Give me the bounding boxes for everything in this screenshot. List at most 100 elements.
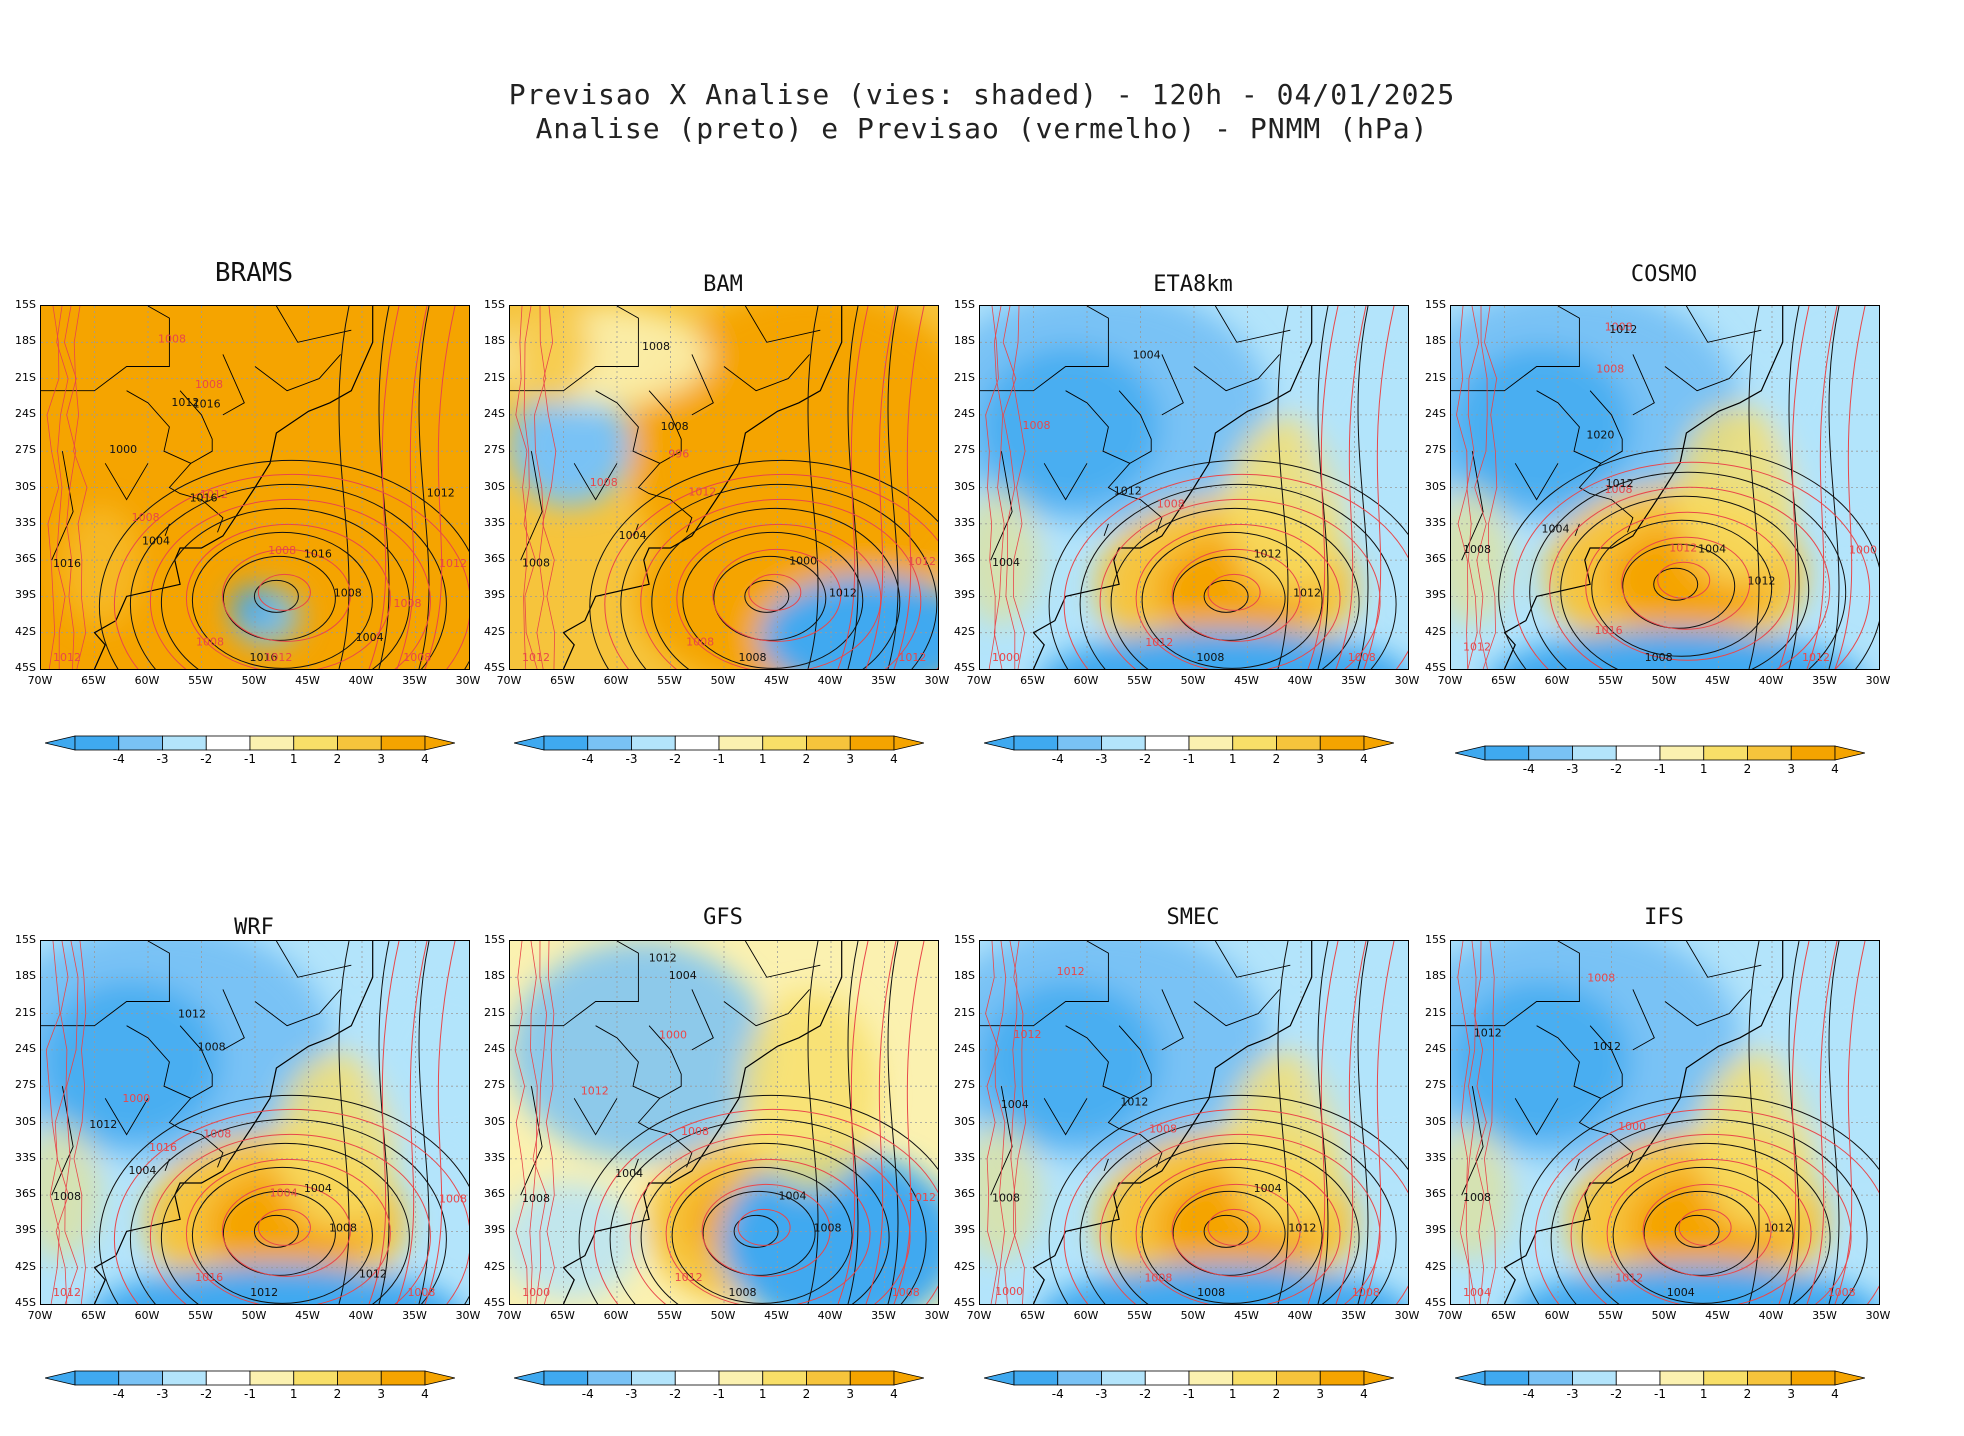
country-border <box>126 390 191 464</box>
colorbar-label: -3 <box>156 752 169 766</box>
colorbar-segment <box>1319 735 1365 751</box>
bias-blob <box>231 586 272 627</box>
lat-tick-label: 42S <box>1425 1259 1446 1273</box>
grid-lines <box>41 306 469 669</box>
contour-label: 1012 <box>250 1286 278 1299</box>
forecast-isobars <box>1456 306 1871 669</box>
colorbar-label: -2 <box>1610 762 1623 776</box>
lon-tick-label: 50W <box>241 674 267 687</box>
colorbar-segment <box>1101 1370 1146 1386</box>
contour-label: 1008 <box>522 556 550 569</box>
lat-tick-label: 24S <box>15 1041 36 1055</box>
map-svg-ifs: 1012 1012 1012 1008 1008 1008 1004 1000 1012 1004 <box>1451 941 1879 1304</box>
map-smec: 1012 1008 1012 1008 1008 1012 1008 1008 1004 1000… <box>979 940 1409 1305</box>
contour-label: 1004 <box>1254 1182 1282 1195</box>
colorbar-label: -1 <box>1654 762 1666 776</box>
lat-tick-label: 33S <box>484 515 505 529</box>
colorbar-label: -4 <box>581 752 594 766</box>
country-border <box>573 1098 618 1136</box>
colorbar-segment <box>249 735 295 751</box>
contour-label: 1008 <box>1157 497 1185 510</box>
colorbar-label: 2 <box>802 1387 811 1401</box>
country-border <box>520 1086 543 1196</box>
country-border <box>723 354 810 392</box>
coastline <box>562 306 843 669</box>
lat-tick-label: 18S <box>1425 969 1446 983</box>
lon-tick-label: 35W <box>1341 674 1366 687</box>
contour-label: 1012 <box>53 651 81 664</box>
lat-tick-label: 33S <box>954 1150 975 1164</box>
country-border <box>1043 463 1088 501</box>
contour-label: 1012 <box>1293 586 1321 599</box>
map-bam: 1012 1008 1008 1012 1008 1008 1008 1012 1008 1012… <box>509 305 939 670</box>
contour-label: 1004 <box>142 534 170 547</box>
coastline <box>562 941 843 1304</box>
colorbar-label: -4 <box>1051 752 1064 766</box>
bias-blob <box>980 981 1160 1141</box>
lat-tick-label: 33S <box>484 1150 505 1164</box>
contour-label: 1004 <box>304 1182 332 1195</box>
lat-tick-label: 45S <box>15 1296 36 1309</box>
lat-tick-label: 36S <box>1425 552 1446 566</box>
country-border <box>104 1098 149 1136</box>
lat-tick-label: 39S <box>484 588 505 602</box>
colorbar-label: -3 <box>625 1387 638 1401</box>
colorbar-segment <box>1703 745 1748 761</box>
contour-label: 1004 <box>1133 348 1161 361</box>
colorbar-segment <box>674 1370 720 1386</box>
colorbar-label: -3 <box>156 1387 169 1401</box>
lon-tick-label: 70W <box>966 1309 992 1322</box>
colorbar-arrow-left <box>984 1370 1015 1386</box>
colorbar-segment <box>1572 1370 1617 1386</box>
country-border <box>1103 1158 1109 1172</box>
analysis-isobars <box>1048 306 1408 669</box>
contour-label: 1012 <box>675 1271 703 1284</box>
lon-tick-label: 65W <box>1491 674 1516 687</box>
lon-tick-label: 45W <box>1234 674 1259 687</box>
contour-label: 1000 <box>522 1286 550 1299</box>
colorbar-segment <box>249 1370 295 1386</box>
panel-title-brams: BRAMS <box>214 258 294 288</box>
contour-label: 1008 <box>196 636 224 649</box>
bias-blob <box>510 306 590 406</box>
bias-blob <box>1451 981 1631 1141</box>
colorbar-segment <box>74 1370 120 1386</box>
colorbar-arrow-right <box>424 735 455 751</box>
lat-tick-label: 33S <box>1425 1150 1446 1164</box>
lat-tick-label: 39S <box>1425 1223 1446 1237</box>
colorbar-arrow-left <box>984 735 1015 751</box>
lon-tick-label: 45W <box>295 674 320 687</box>
contour-label: 1016 <box>249 651 277 664</box>
country-border <box>126 1025 191 1099</box>
lon-tick-label: 50W <box>710 1309 736 1322</box>
lat-tick-label: 24S <box>15 406 36 420</box>
contour-label: 1000 <box>1618 1120 1646 1133</box>
contour-label: 1008 <box>1023 419 1051 432</box>
contour-label: 1016 <box>193 397 221 410</box>
country-border <box>1664 989 1751 1027</box>
lat-tick-label: 42S <box>15 624 36 638</box>
contour-label: 1008 <box>1463 1191 1491 1204</box>
lat-tick-label: 15S <box>954 298 975 311</box>
contour-label: 1016 <box>1595 624 1623 637</box>
colorbar-segment <box>1057 735 1102 751</box>
colorbar-gfs <box>514 1370 924 1386</box>
colorbar-label: 1 <box>289 752 298 766</box>
contour-label: 1004 <box>1542 522 1570 535</box>
lon-tick-label: 30W <box>455 674 481 687</box>
colorbar-label: 4 <box>890 752 898 766</box>
colorbar-label: -4 <box>112 1387 125 1401</box>
forecast-isobars <box>514 941 938 1304</box>
country-border <box>1103 523 1109 537</box>
map-svg-bam: 1012 1008 1008 1012 1008 1008 1008 1012 1008 1012… <box>510 306 938 669</box>
lat-tick-label: 39S <box>484 1223 505 1237</box>
colorbar-segment <box>1615 745 1661 761</box>
forecast-isobars <box>1457 941 1879 1304</box>
lat-tick-label: 27S <box>484 443 505 457</box>
contour-label: 1016 <box>304 547 332 560</box>
colorbar-arrow-right <box>1834 1370 1865 1386</box>
colorbar-segment <box>293 735 338 751</box>
colorbar-smec <box>984 1370 1394 1386</box>
colorbar-segment <box>337 735 382 751</box>
colorbar-segment <box>74 735 120 751</box>
